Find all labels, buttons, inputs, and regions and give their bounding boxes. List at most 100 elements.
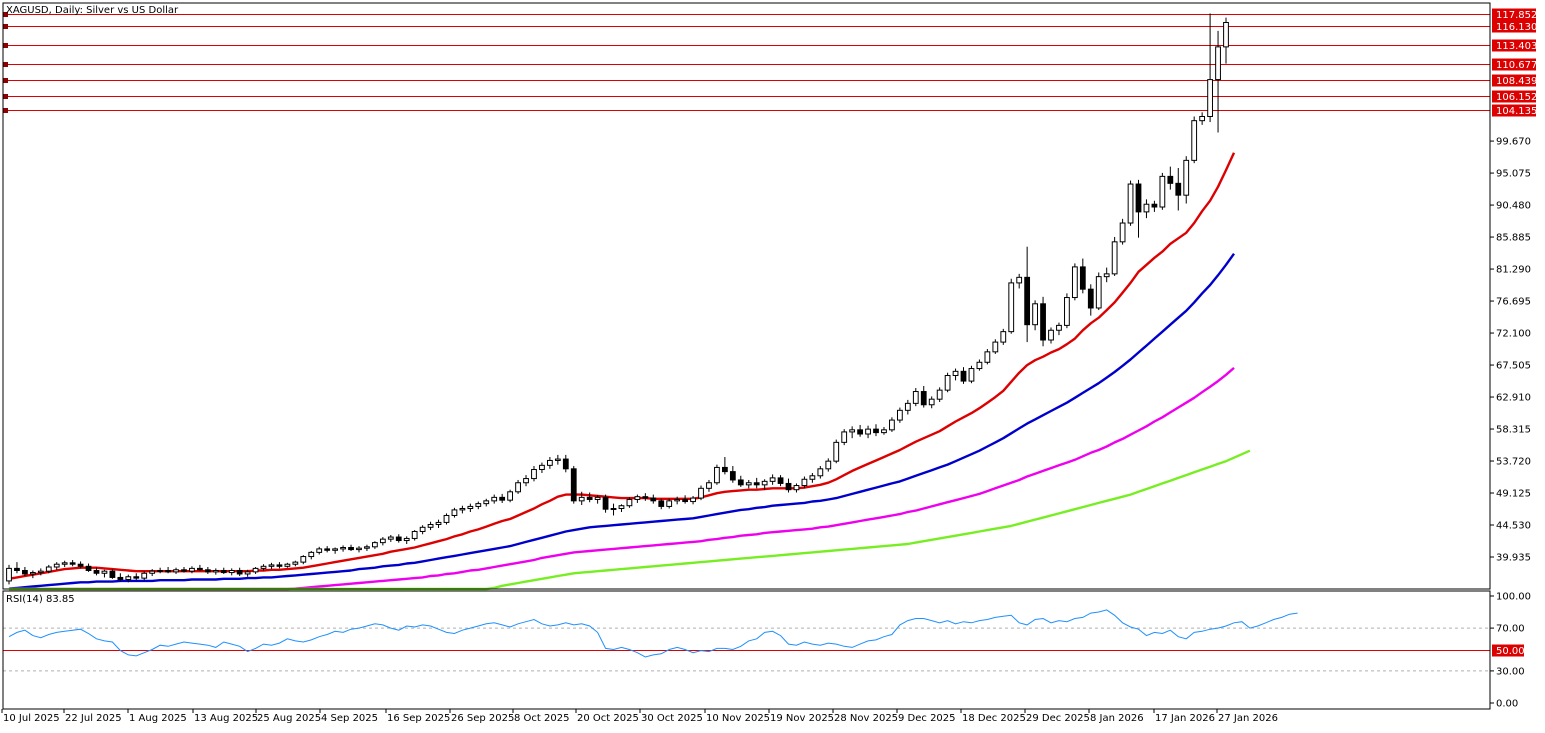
candle [1024, 246, 1031, 343]
candle [379, 537, 386, 546]
candle [737, 475, 744, 487]
candle-body [658, 500, 665, 507]
candle-body [22, 569, 28, 575]
y-tick-label: 53.720 [1496, 457, 1531, 468]
candle [149, 569, 156, 577]
candle-body [729, 471, 736, 481]
candle-body [173, 569, 179, 573]
candle [1032, 300, 1038, 331]
candle [443, 513, 450, 525]
candle-body [435, 521, 442, 526]
candle-body [698, 487, 704, 499]
x-tick-label: 20 Oct 2025 [577, 713, 639, 724]
x-tick-label: 9 Dec 2025 [898, 713, 956, 724]
candle [53, 562, 60, 570]
rsi-tick-label: 100.00 [1496, 592, 1531, 603]
candle-body [682, 498, 688, 503]
candle [125, 574, 132, 583]
candle-body [515, 482, 521, 493]
candle [714, 464, 720, 485]
candle-body [395, 536, 402, 542]
candle-body [475, 503, 482, 507]
candle-body [364, 546, 370, 549]
candle [1079, 258, 1086, 294]
price-level-tag [1492, 8, 1536, 21]
candle-body [785, 482, 792, 491]
candle-body [992, 341, 999, 353]
candle [364, 544, 370, 551]
rsi-panel-frame [2, 590, 1491, 710]
y-tick-label: 39.935 [1496, 553, 1531, 564]
x-tick-label: 22 Jul 2025 [65, 713, 122, 724]
candle-body [507, 491, 514, 501]
candle [117, 573, 124, 582]
candle-body [1151, 203, 1158, 208]
rsi-level-tag [1492, 644, 1524, 657]
candle [1064, 293, 1070, 329]
price-level-marker [3, 78, 8, 83]
candle [85, 563, 92, 572]
candle-body [276, 564, 283, 567]
candle [340, 545, 346, 552]
candle [976, 359, 983, 371]
candle-body [204, 569, 211, 573]
candle-body [737, 479, 744, 486]
candle [37, 568, 44, 576]
candle-body [284, 563, 291, 567]
x-tick-label: 18 Dec 2025 [962, 713, 1026, 724]
candle-body [61, 562, 68, 565]
candle [236, 567, 243, 577]
candle [61, 560, 68, 567]
candle-body [212, 569, 219, 573]
candle-body [666, 500, 673, 507]
price-level-tag [1492, 104, 1536, 117]
candle-body [706, 482, 712, 489]
price-level-tag [1492, 39, 1536, 52]
candle [491, 494, 498, 504]
candle-body [642, 496, 649, 499]
candle [1056, 322, 1062, 336]
candle-body [721, 466, 728, 473]
candle [1040, 296, 1046, 347]
price-level-label: 104.135 [1496, 106, 1537, 117]
price-level-tag [1492, 58, 1536, 71]
y-tick-label: 72.100 [1496, 329, 1531, 340]
candle [515, 479, 521, 494]
price-level-marker [3, 94, 8, 99]
candle [586, 492, 593, 503]
candle-body [228, 569, 235, 574]
candle [833, 439, 840, 464]
candle-body [467, 505, 474, 510]
candle-body [554, 458, 561, 461]
candle [873, 424, 879, 437]
candle-body [53, 563, 60, 568]
candle-body [610, 508, 617, 511]
candle-body [1183, 159, 1190, 196]
candle-body [634, 496, 641, 500]
candle [284, 562, 291, 568]
candle [841, 429, 848, 446]
candle [69, 560, 76, 567]
candle-body [586, 496, 593, 500]
x-tick-label: 4 Sep 2025 [321, 713, 378, 724]
candle [634, 494, 641, 503]
candle-body [1079, 266, 1086, 290]
candle [260, 564, 267, 571]
candle-body [292, 561, 299, 565]
candle-body [1000, 331, 1007, 343]
candle [944, 372, 951, 393]
candle-body [499, 496, 506, 501]
candle-body [690, 497, 696, 503]
price-level-label: 106.152 [1496, 92, 1537, 103]
candle-body [936, 389, 943, 400]
candle-body [379, 538, 386, 544]
candle-body [801, 478, 808, 487]
candle [539, 462, 545, 473]
candle [777, 475, 784, 487]
x-tick-label: 16 Sep 2025 [387, 713, 450, 724]
price-level-label: 116.130 [1496, 22, 1537, 33]
candle [809, 472, 816, 483]
candle-body [674, 498, 681, 502]
candle [642, 493, 649, 501]
candle-body [125, 576, 132, 581]
